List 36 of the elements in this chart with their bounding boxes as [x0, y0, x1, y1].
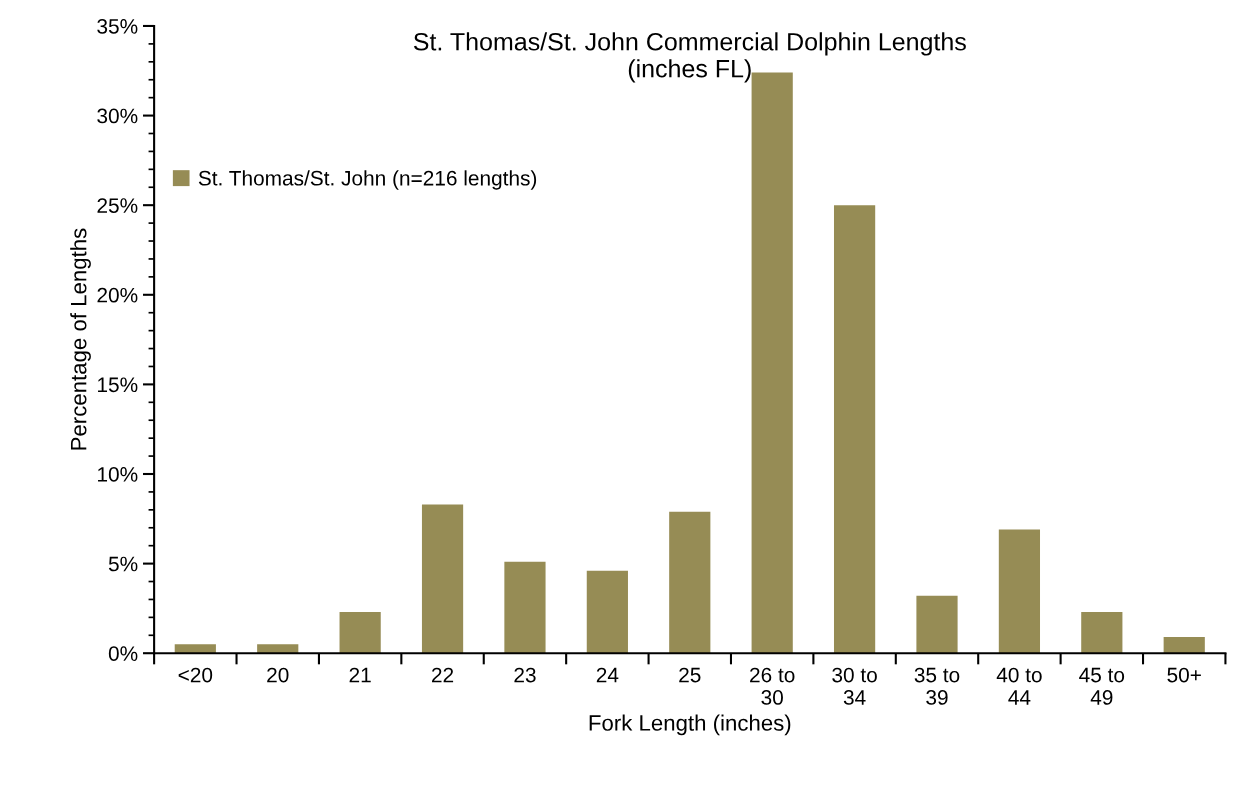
- bar: [421, 504, 464, 654]
- x-tick-label: 20: [267, 667, 289, 683]
- bar: [998, 529, 1041, 654]
- bar: [751, 72, 793, 654]
- y-tick-label: 35%: [97, 18, 138, 34]
- text: St. Thomas/St. John Commercial Dolphin Lengths (inches FL): [413, 32, 966, 83]
- x-axis-title: Fork Length (inches): [589, 714, 791, 736]
- bar: [669, 511, 711, 654]
- x-tick-label: 35 to 39: [914, 667, 960, 705]
- y-tick-label: 15%: [98, 377, 138, 393]
- x-tick-label: 23: [514, 667, 536, 683]
- x-tick-label: 50+: [1167, 667, 1201, 683]
- x-tick-label: 21: [349, 667, 371, 683]
- bar: [833, 205, 876, 654]
- legend-label: St. Thomas/St. John (n=216 lengths): [198, 170, 537, 190]
- y-tick-label: 0%: [108, 646, 138, 661]
- x-tick-label: 22: [432, 667, 454, 683]
- x-tick-label: 24: [596, 667, 619, 683]
- bar: [916, 595, 958, 654]
- bar: [1163, 637, 1205, 654]
- y-axis-title: Percentage of Lengths: [70, 228, 91, 450]
- y-tick-label: 20%: [97, 287, 138, 303]
- bar: [1081, 611, 1123, 654]
- x-tick-label: 30 to 34: [832, 667, 877, 705]
- bar: [504, 561, 546, 654]
- y-tick-label: 25%: [97, 198, 138, 213]
- x-tick-label: 40 to 44: [996, 667, 1042, 705]
- y-tick-label: 5%: [108, 556, 138, 572]
- x-tick-label: 45 to 49: [1079, 667, 1125, 705]
- bar: [586, 570, 628, 654]
- x-tick-label: 25: [679, 667, 701, 683]
- y-tick-label: 10%: [98, 467, 138, 482]
- bar: [339, 611, 381, 654]
- y-tick-label: 30%: [97, 108, 138, 124]
- x-tick-label: <20: [178, 667, 213, 683]
- x-tick-label: 26 to 30: [750, 667, 795, 705]
